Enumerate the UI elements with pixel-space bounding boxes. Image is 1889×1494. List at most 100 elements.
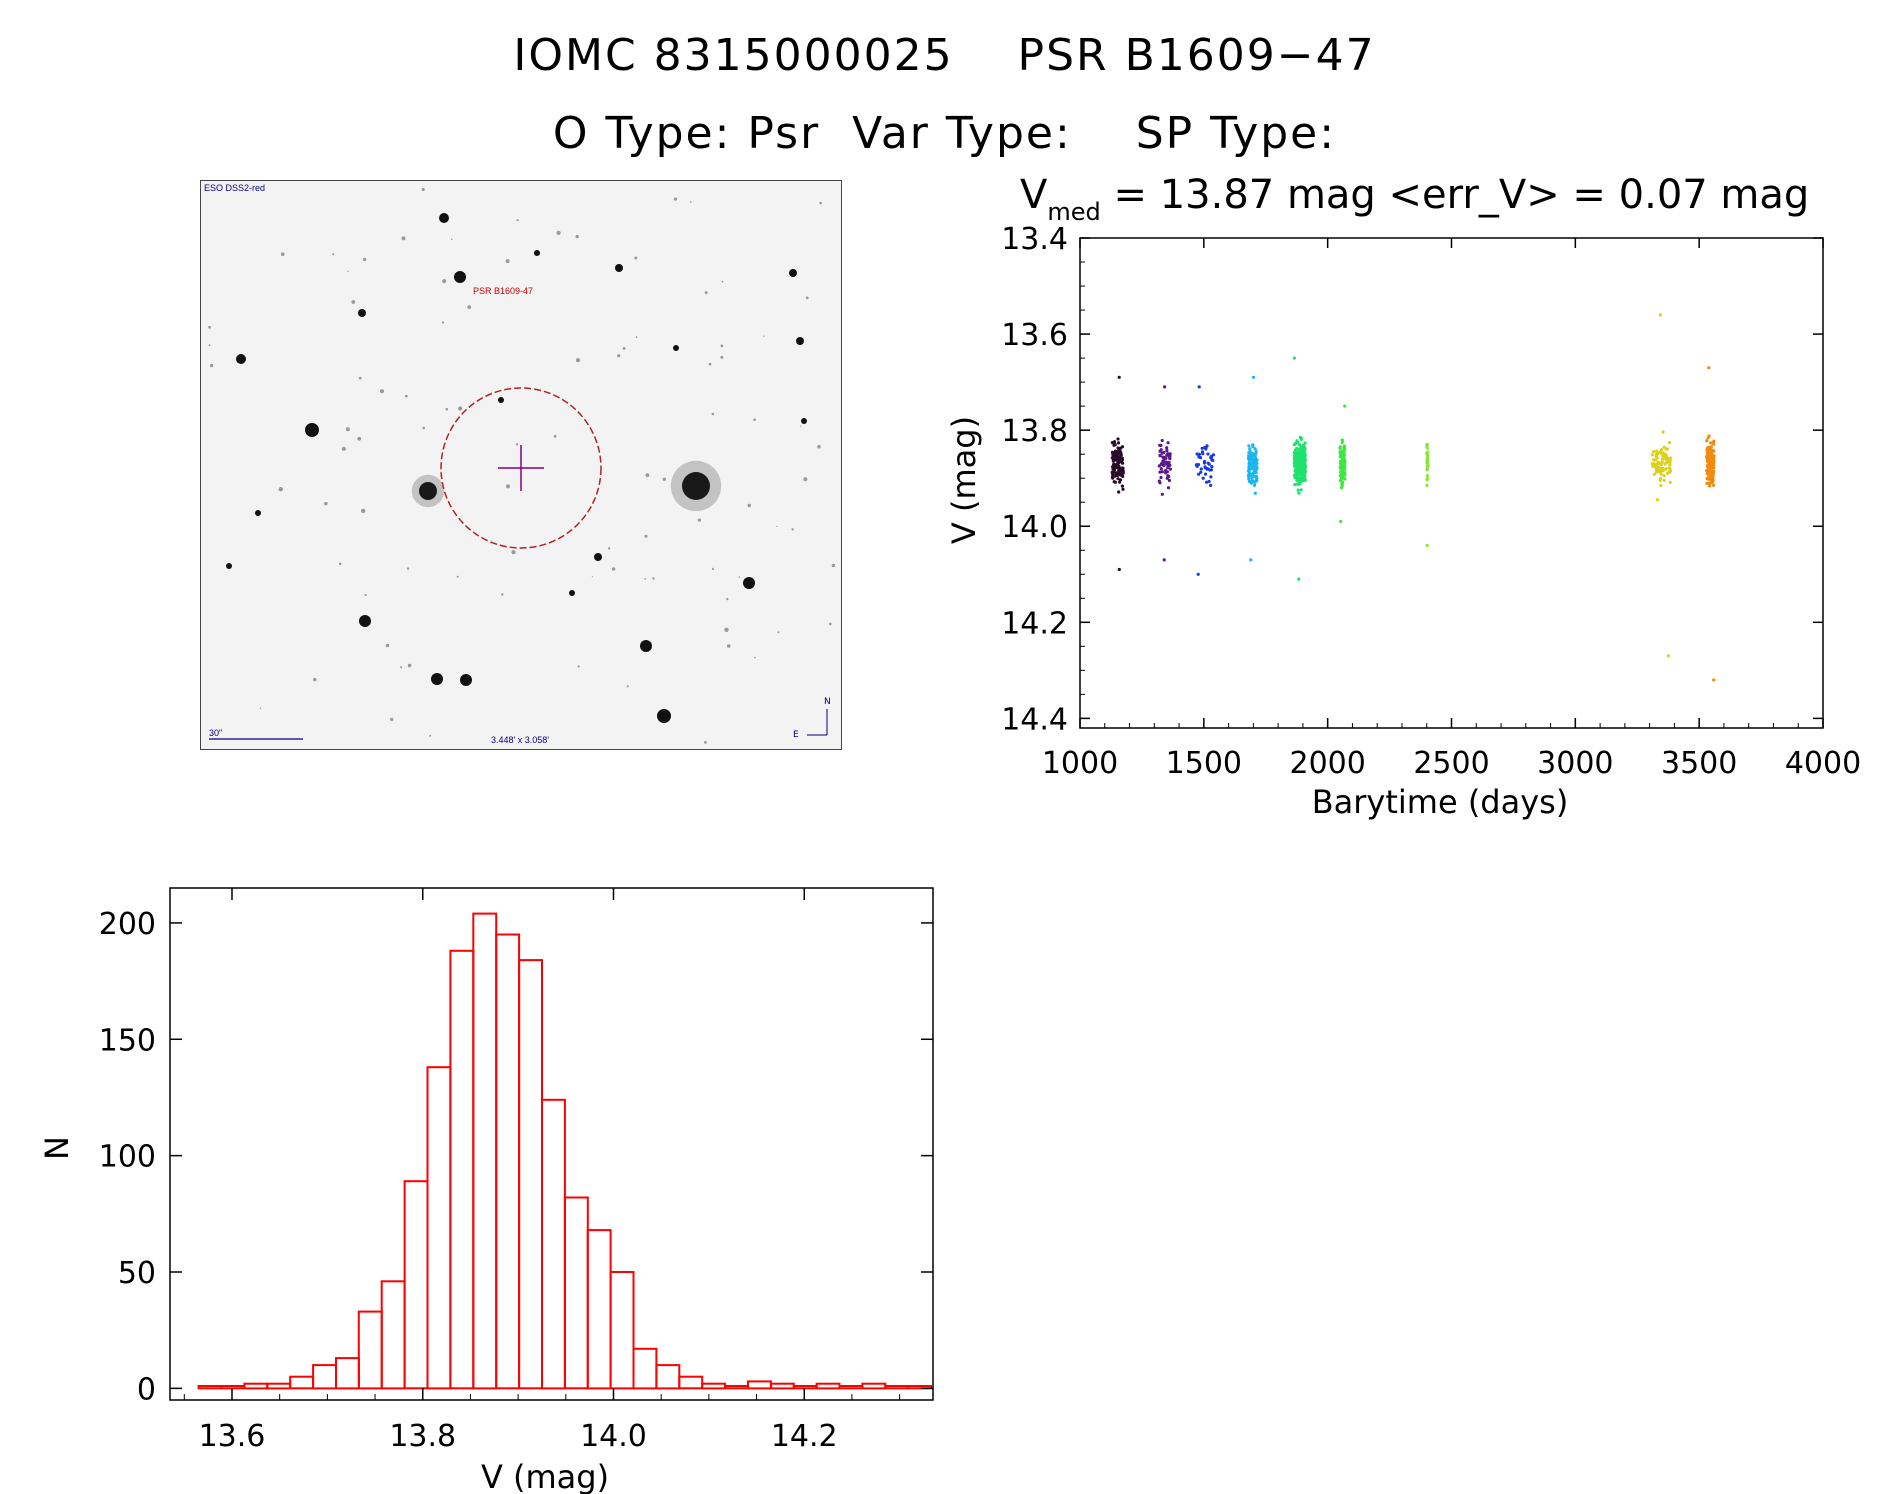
lc-point <box>1655 452 1659 456</box>
lc-point <box>1650 453 1654 457</box>
finder-faint-star <box>458 406 463 411</box>
lc-point <box>1664 467 1668 471</box>
lc-point <box>1712 678 1716 682</box>
lc-point <box>1303 456 1307 460</box>
hist-y-tick-label: 50 <box>118 1256 156 1291</box>
hist-bar <box>907 1385 933 1390</box>
lc-point <box>1158 454 1162 458</box>
lc-point <box>1204 447 1208 451</box>
hist-bar <box>220 1385 246 1390</box>
finder-faint-star <box>711 412 715 416</box>
finder-faint-star <box>753 418 756 422</box>
lc-x-tick-label: 3000 <box>1537 746 1613 781</box>
hist-bar <box>289 1375 315 1390</box>
finder-faint-star <box>209 363 214 368</box>
lc-point <box>1166 464 1170 468</box>
hist-bar <box>426 1066 452 1390</box>
finder-faint-star <box>357 436 362 441</box>
finder-faint-star <box>442 321 445 324</box>
finder-faint-star <box>662 477 666 481</box>
lc-point <box>1294 441 1298 445</box>
lc-point <box>1706 451 1710 455</box>
lc-point <box>1247 472 1251 476</box>
lc-point <box>1293 455 1297 460</box>
lc-x-tick-label: 2500 <box>1413 746 1489 781</box>
lc-point <box>1303 464 1307 468</box>
finder-star <box>534 250 540 256</box>
lc-point <box>1111 454 1115 458</box>
finder-star <box>255 510 261 516</box>
finder-faint-star <box>776 525 778 527</box>
lc-point <box>1657 465 1661 469</box>
lc-point <box>1120 466 1124 470</box>
finder-star <box>673 345 679 351</box>
lc-point <box>1207 462 1211 466</box>
finder-star <box>359 615 371 627</box>
lc-point <box>1666 471 1670 475</box>
lc-point <box>1709 445 1713 449</box>
search-circle <box>440 387 602 549</box>
lc-point <box>1661 454 1665 458</box>
finder-star <box>431 673 443 685</box>
lc-point <box>1159 443 1163 448</box>
finder-faint-star <box>704 741 707 744</box>
lc-point <box>1112 466 1116 470</box>
hist-bar <box>403 1180 429 1390</box>
hist-bar <box>266 1382 292 1390</box>
hist-bar <box>312 1364 338 1390</box>
lc-point <box>1658 469 1662 473</box>
lc-point <box>1118 468 1122 472</box>
finder-faint-star <box>720 344 724 348</box>
lc-point <box>1203 472 1208 476</box>
lc-point <box>1166 441 1170 445</box>
lc-point <box>1202 459 1207 464</box>
lc-point <box>1199 467 1203 471</box>
lc-point <box>1668 463 1672 467</box>
lc-y-tick-label: 14.4 <box>1001 702 1068 737</box>
lc-point <box>1662 478 1666 482</box>
lc-point <box>1112 443 1116 447</box>
finder-faint-star <box>515 443 519 446</box>
finder-faint-star <box>829 622 832 626</box>
lc-point <box>1342 445 1346 450</box>
lc-point <box>1654 463 1658 467</box>
lc-point <box>1710 479 1714 483</box>
lc-point <box>1160 462 1164 466</box>
lc-point <box>1712 483 1716 487</box>
lc-point <box>1662 445 1666 449</box>
lc-point <box>1665 447 1669 451</box>
lc-point <box>1300 474 1304 479</box>
finder-star <box>226 563 232 569</box>
finder-faint-star <box>777 631 780 634</box>
lc-point <box>1659 451 1663 455</box>
lc-point <box>1339 460 1343 464</box>
lc-y-tick-label: 13.6 <box>1001 318 1068 353</box>
finder-faint-star <box>819 201 822 205</box>
lc-point <box>1166 486 1171 490</box>
lc-point <box>1339 519 1343 524</box>
lc-point <box>1253 483 1257 487</box>
lc-point <box>1712 466 1716 470</box>
finder-faint-star <box>711 567 714 570</box>
finder-faint-star <box>817 445 821 449</box>
finder-faint-star <box>385 643 390 648</box>
finder-faint-star <box>831 563 836 568</box>
lc-point <box>1707 366 1711 370</box>
lc-point <box>1658 461 1662 465</box>
finder-faint-star <box>575 358 581 363</box>
finder-faint-star <box>341 446 346 451</box>
hist-bar <box>678 1375 704 1390</box>
lc-point <box>1250 476 1254 480</box>
lc-point <box>1339 486 1344 490</box>
hist-x-axis: 13.6 13.8 14.0 14.2 <box>183 888 901 1454</box>
hist-bar <box>563 1196 589 1390</box>
lc-point <box>1296 476 1300 480</box>
lc-point <box>1165 446 1169 450</box>
lc-point <box>1209 475 1213 479</box>
lc-point <box>1706 469 1710 473</box>
finder-star <box>801 418 807 424</box>
lc-point <box>1665 455 1669 460</box>
finder-faint-star <box>689 201 692 203</box>
lc-point <box>1165 448 1169 453</box>
hist-bar <box>747 1380 772 1390</box>
